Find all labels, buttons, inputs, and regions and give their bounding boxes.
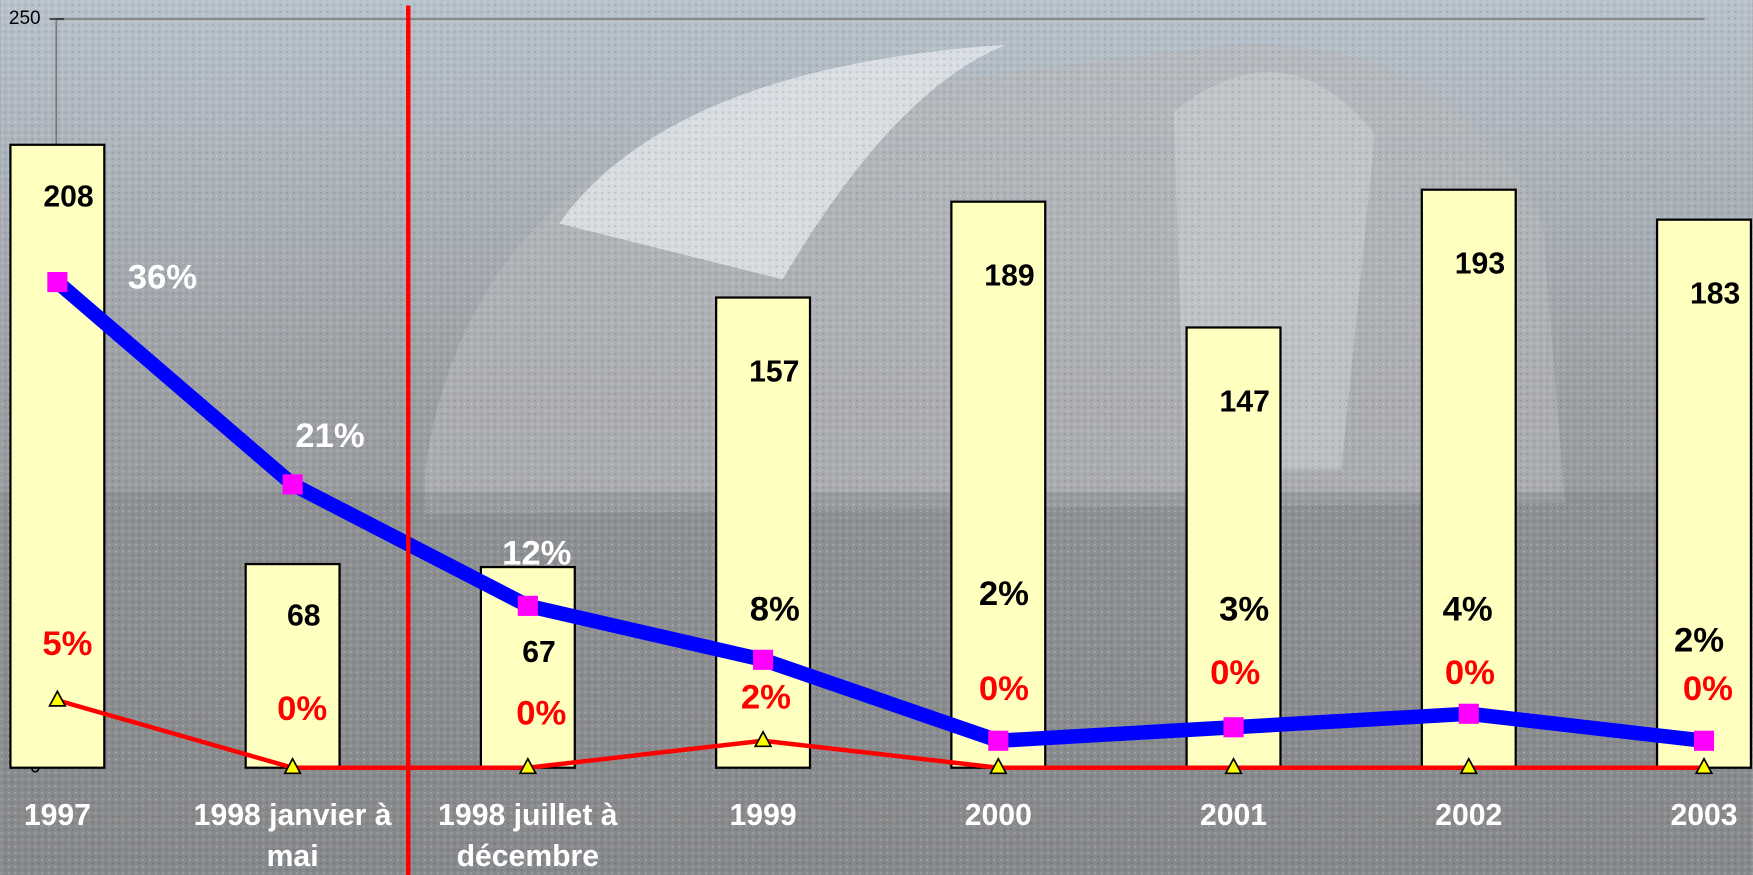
marker (1459, 757, 1478, 775)
x-tick-label: 1998 janvier à mai (194, 799, 392, 873)
bar-value-label: 189 (984, 260, 1034, 293)
line (52, 276, 1705, 749)
data-label: 2% (741, 679, 791, 717)
line (56, 698, 1705, 770)
marker (753, 649, 774, 670)
data-label: 0% (516, 694, 566, 732)
x-tick-label: 2000 (965, 799, 1032, 832)
bar-value-label: 67 (522, 636, 556, 669)
data-label: 2% (979, 575, 1029, 613)
marker (1223, 717, 1244, 738)
marker (283, 757, 302, 775)
marker (989, 757, 1008, 775)
data-label: 4% (1443, 590, 1493, 628)
data-label: 0% (1445, 654, 1495, 692)
x-tick-label: 2002 (1435, 799, 1502, 832)
marker (753, 730, 773, 748)
data-label: 0% (277, 690, 327, 728)
bar (950, 200, 1047, 769)
data-label: 3% (1219, 590, 1269, 628)
data-label: 0% (1210, 654, 1260, 692)
bar (1185, 326, 1282, 769)
bar-value-label: 157 (749, 355, 799, 388)
marker (282, 474, 303, 495)
bar (715, 296, 812, 769)
marker (988, 730, 1009, 751)
bar (9, 143, 106, 769)
x-tick-label: 1998 juillet à décembre (438, 799, 618, 873)
marker (1458, 703, 1479, 724)
data-label: 5% (42, 625, 92, 663)
marker (1694, 757, 1714, 775)
data-label: 2% (1674, 622, 1724, 660)
bar (1420, 188, 1517, 769)
x-tick-label: 2003 (1670, 799, 1737, 832)
bar (244, 562, 341, 769)
data-label: 12% (502, 535, 571, 573)
marker (518, 757, 538, 775)
data-label: 36% (128, 259, 197, 297)
x-tick-label: 2001 (1200, 799, 1267, 832)
marker (47, 272, 68, 293)
marker (1224, 757, 1243, 775)
y-tick-label: 250 (9, 8, 41, 29)
bar (1655, 218, 1753, 769)
bar-value-label: 193 (1455, 248, 1505, 281)
marker (1693, 730, 1715, 751)
x-tick-label: 1997 (24, 799, 91, 832)
data-label: 21% (295, 417, 364, 455)
bar-value-label: 147 (1220, 385, 1270, 418)
data-label: 0% (979, 670, 1029, 708)
marker (517, 595, 538, 616)
plot: 050100150200250208686715718914719318336%… (9, 8, 1753, 778)
data-label: 0% (1683, 670, 1733, 708)
marker (48, 689, 67, 707)
bar-value-label: 183 (1690, 278, 1740, 311)
data-label: 8% (750, 590, 800, 628)
x-tick-label: 1999 (730, 799, 797, 832)
bar-value-label: 68 (287, 600, 321, 633)
bar-value-label: 208 (43, 180, 93, 213)
